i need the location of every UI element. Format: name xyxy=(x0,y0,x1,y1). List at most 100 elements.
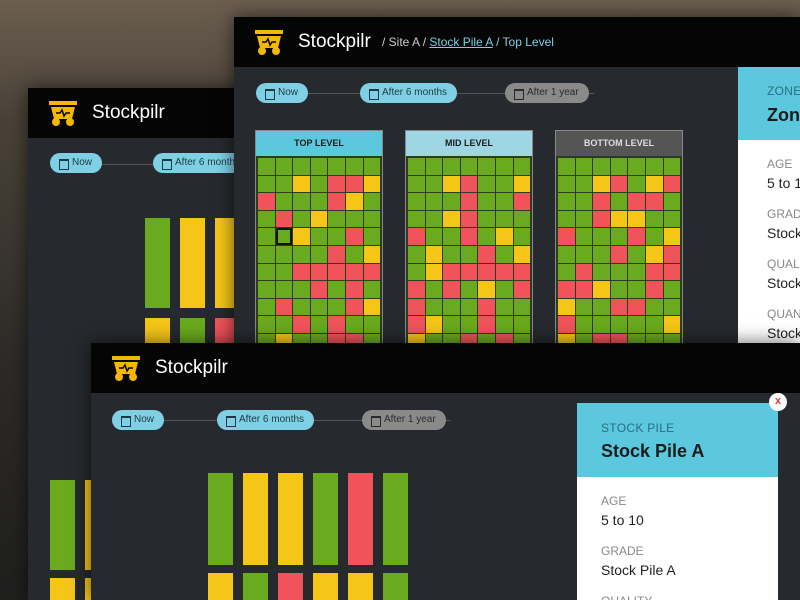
zone-cell[interactable] xyxy=(496,298,513,316)
zone-cell[interactable] xyxy=(275,228,293,245)
zone-cell[interactable] xyxy=(593,175,610,193)
zone-cell[interactable] xyxy=(628,316,645,333)
zone-bar[interactable] xyxy=(383,473,408,565)
zone-cell[interactable] xyxy=(363,281,381,298)
zone-cell[interactable] xyxy=(663,175,681,193)
zone-bar[interactable] xyxy=(208,473,233,565)
zone-cell[interactable] xyxy=(460,298,478,316)
zone-cell[interactable] xyxy=(310,246,328,263)
zone-cell[interactable] xyxy=(558,263,575,281)
zone-cell[interactable] xyxy=(558,210,575,228)
zone-cell[interactable] xyxy=(425,281,443,298)
zone-cell[interactable] xyxy=(293,298,310,316)
zone-cell[interactable] xyxy=(558,175,575,193)
zone-cell[interactable] xyxy=(610,263,628,281)
timeline-pill[interactable]: Now xyxy=(256,83,309,103)
zone-cell[interactable] xyxy=(513,263,531,281)
zone-cell[interactable] xyxy=(575,246,593,263)
zone-cell[interactable] xyxy=(310,175,328,193)
zone-cell[interactable] xyxy=(275,175,293,193)
zone-cell[interactable] xyxy=(593,281,610,298)
zone-cell[interactable] xyxy=(310,263,328,281)
zone-cell[interactable] xyxy=(425,228,443,245)
zone-cell[interactable] xyxy=(425,210,443,228)
timeline-pill[interactable]: After 1 year xyxy=(505,83,589,103)
zone-cell[interactable] xyxy=(513,210,531,228)
timeline-pill[interactable]: Now xyxy=(50,153,103,173)
zone-cell[interactable] xyxy=(628,281,645,298)
zone-cell[interactable] xyxy=(478,246,495,263)
zone-cell[interactable] xyxy=(363,316,381,333)
zone-cell[interactable] xyxy=(275,298,293,316)
zone-cell[interactable] xyxy=(575,175,593,193)
zone-cell[interactable] xyxy=(593,228,610,245)
zone-cell[interactable] xyxy=(575,193,593,210)
zone-cell[interactable] xyxy=(646,228,663,245)
zone-cell[interactable] xyxy=(460,263,478,281)
zone-cell[interactable] xyxy=(425,298,443,316)
zone-cell[interactable] xyxy=(646,175,663,193)
zone-cell[interactable] xyxy=(513,246,531,263)
zone-cell[interactable] xyxy=(275,316,293,333)
zone-cell[interactable] xyxy=(346,210,363,228)
zone-cell[interactable] xyxy=(663,210,681,228)
zone-cell[interactable] xyxy=(258,193,275,210)
zone-cell[interactable] xyxy=(408,228,425,245)
zone-cell[interactable] xyxy=(408,158,425,175)
zone-cell[interactable] xyxy=(558,193,575,210)
zone-cell[interactable] xyxy=(258,210,275,228)
zone-cell[interactable] xyxy=(610,193,628,210)
zone-cell[interactable] xyxy=(628,175,645,193)
zone-cell[interactable] xyxy=(425,193,443,210)
zone-bar[interactable] xyxy=(208,573,233,600)
zone-cell[interactable] xyxy=(646,246,663,263)
zone-cell[interactable] xyxy=(328,281,345,298)
zone-cell[interactable] xyxy=(646,298,663,316)
zone-cell[interactable] xyxy=(293,316,310,333)
zone-cell[interactable] xyxy=(628,246,645,263)
zone-cell[interactable] xyxy=(328,263,345,281)
zone-cell[interactable] xyxy=(628,263,645,281)
timeline-pill[interactable]: After 1 year xyxy=(362,410,446,430)
zone-cell[interactable] xyxy=(460,281,478,298)
zone-cell[interactable] xyxy=(593,210,610,228)
zone-cell[interactable] xyxy=(425,316,443,333)
zone-cell[interactable] xyxy=(628,158,645,175)
zone-cell[interactable] xyxy=(575,281,593,298)
zone-cell[interactable] xyxy=(328,175,345,193)
zone-cell[interactable] xyxy=(443,228,460,245)
zone-cell[interactable] xyxy=(610,298,628,316)
zone-cell[interactable] xyxy=(258,175,275,193)
zone-cell[interactable] xyxy=(513,281,531,298)
zone-bar[interactable] xyxy=(50,578,75,600)
zone-cell[interactable] xyxy=(593,298,610,316)
zone-cell[interactable] xyxy=(328,246,345,263)
zone-cell[interactable] xyxy=(663,281,681,298)
zone-cell[interactable] xyxy=(425,263,443,281)
level-header[interactable]: MID LEVEL xyxy=(406,131,532,156)
zone-cell[interactable] xyxy=(275,281,293,298)
zone-cell[interactable] xyxy=(425,246,443,263)
zone-bar[interactable] xyxy=(278,573,303,600)
zone-cell[interactable] xyxy=(593,263,610,281)
zone-cell[interactable] xyxy=(363,263,381,281)
zone-cell[interactable] xyxy=(443,175,460,193)
zone-bar[interactable] xyxy=(243,473,268,565)
zone-cell[interactable] xyxy=(443,298,460,316)
zone-cell[interactable] xyxy=(460,228,478,245)
zone-cell[interactable] xyxy=(610,246,628,263)
zone-cell[interactable] xyxy=(513,158,531,175)
zone-bar[interactable] xyxy=(50,480,75,570)
zone-cell[interactable] xyxy=(408,175,425,193)
zone-cell[interactable] xyxy=(328,316,345,333)
zone-bar[interactable] xyxy=(145,218,170,308)
zone-cell[interactable] xyxy=(443,193,460,210)
zone-cell[interactable] xyxy=(558,316,575,333)
zone-cell[interactable] xyxy=(408,193,425,210)
zone-cell[interactable] xyxy=(258,246,275,263)
zone-cell[interactable] xyxy=(610,175,628,193)
zone-cell[interactable] xyxy=(443,246,460,263)
zone-cell[interactable] xyxy=(346,246,363,263)
zone-cell[interactable] xyxy=(575,210,593,228)
zone-cell[interactable] xyxy=(328,210,345,228)
